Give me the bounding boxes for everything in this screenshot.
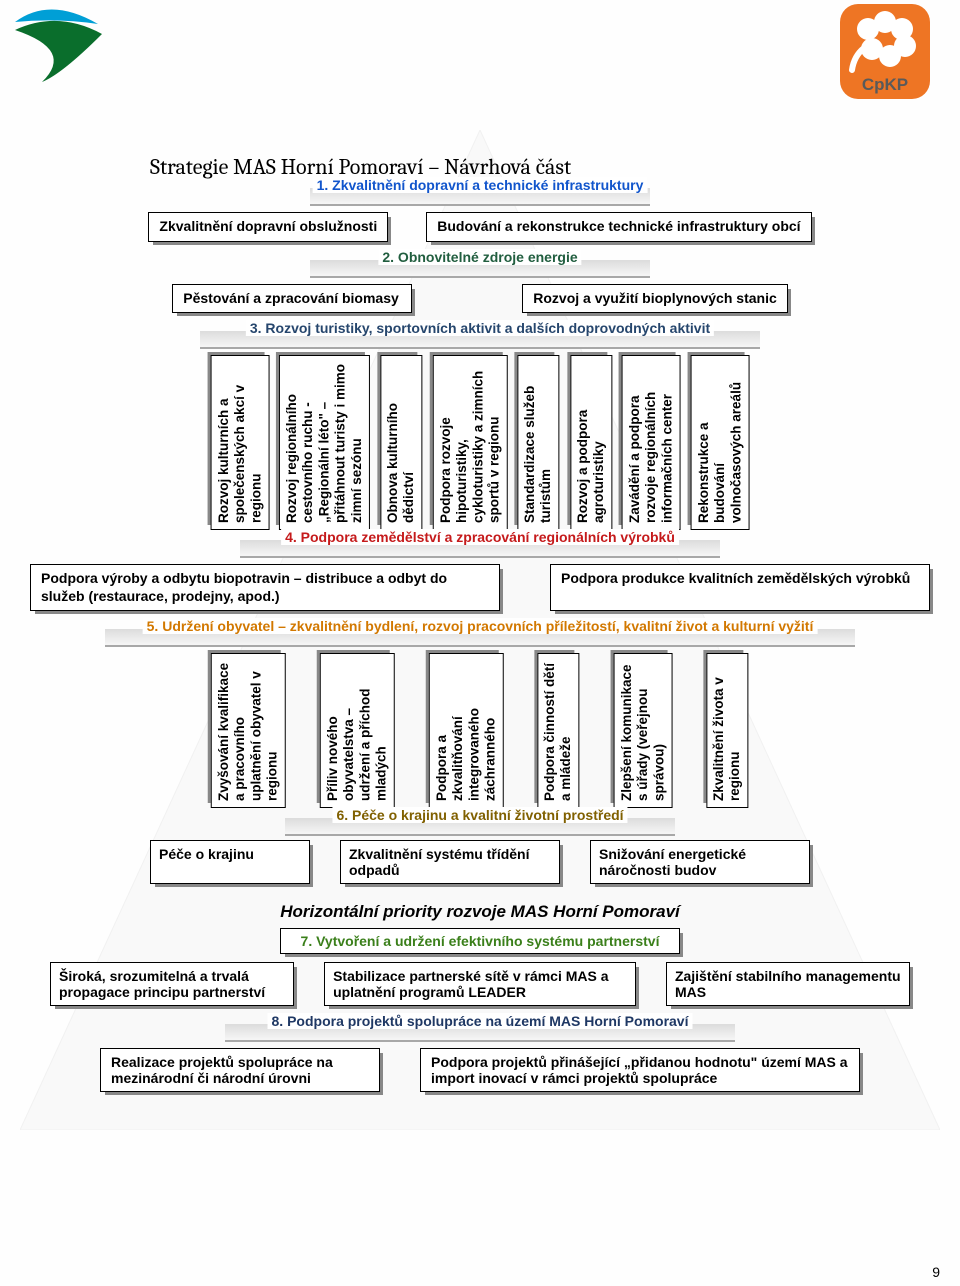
row-3: Rozvoj kulturních a společenských akcí v… [40, 355, 920, 530]
box-1-right: Budování a rekonstrukce technické infras… [426, 212, 811, 242]
box-6-0: Péče o krajinu [150, 840, 310, 884]
heading-4: 4. Podpora zemědělství a zpracování regi… [281, 529, 679, 545]
box-8-right: Podpora projektů přinášející „přidanou h… [420, 1048, 860, 1092]
box-7-2: Zajištění stabilního managementu MAS [666, 962, 910, 1006]
vbox-5-1: Příliv nového obyvatelstva – udržení a p… [320, 653, 395, 808]
row-6: Péče o krajinu Zkvalitnění systému třídě… [40, 840, 920, 884]
row-8: Realizace projektů spolupráce na mezinár… [100, 1048, 860, 1092]
box-6-2: Snižování energetické náročnosti budov [590, 840, 810, 884]
box-1-left: Zkvalitnění dopravní obslužnosti [148, 212, 388, 242]
page-number: 9 [932, 1264, 940, 1280]
heading-7: 7. Vytvoření a udržení efektivního systé… [280, 928, 681, 954]
vbox-5-5: Zkvalitnění života v regionu [706, 653, 748, 808]
section-bar-1: 1. Zkvalitnění dopravní a technické infr… [310, 188, 650, 206]
section-bar-2: 2. Obnovitelné zdroje energie [310, 260, 650, 278]
vbox-3-7: Rekonstrukce a budování volnočasových ar… [691, 355, 750, 530]
horizontal-title: Horizontální priority rozvoje MAS Horní … [0, 902, 960, 922]
vbox-3-1: Rozvoj regionálního cestovního ruchu - „… [279, 355, 370, 530]
box-4-right: Podpora produkce kvalitních zemědělských… [550, 564, 930, 611]
heading-3: 3. Rozvoj turistiky, sportovních aktivit… [246, 320, 714, 336]
logo-right-label: CpKP [862, 75, 908, 94]
vbox-5-0: Zvyšování kvalifikace a pracovního uplat… [211, 653, 286, 808]
heading-8: 8. Podpora projektů spolupráce na území … [268, 1013, 693, 1029]
box-7-1: Stabilizace partnerské sítě v rámci MAS … [324, 962, 636, 1006]
heading-5: 5. Udržení obyvatel – zkvalitnění bydlen… [143, 618, 818, 634]
vbox-3-3: Podpora rozvoje hipoturistiky, cykloturi… [433, 355, 508, 530]
section-bar-6: 6. Péče o krajinu a kvalitní životní pro… [285, 818, 675, 836]
box-2-right: Rozvoj a využití bioplynových stanic [522, 284, 788, 314]
heading-6: 6. Péče o krajinu a kvalitní životní pro… [332, 807, 627, 823]
box-4-left: Podpora výroby a odbytu biopotravin – di… [30, 564, 500, 611]
heading-1: 1. Zkvalitnění dopravní a technické infr… [313, 177, 648, 193]
vbox-3-2: Obnova kulturního dědictví [380, 355, 422, 530]
vbox-3-5: Rozvoj a podpora agroturistiky [570, 355, 612, 530]
box-8-left: Realizace projektů spolupráce na mezinár… [100, 1048, 380, 1092]
box-7-0: Široká, srozumitelná a trvalá propagace … [50, 962, 294, 1006]
box-6-1: Zkvalitnění systému třídění odpadů [340, 840, 560, 884]
row-5: Zvyšování kvalifikace a pracovního uplat… [40, 653, 920, 808]
vbox-3-6: Zavádění a podpora rozvoje regionálních … [622, 355, 681, 530]
vbox-5-3: Podpora činností dětí a mládeže [537, 653, 579, 808]
box-2-left: Pěstování a zpracování biomasy [172, 284, 412, 314]
row-7: Široká, srozumitelná a trvalá propagace … [50, 962, 910, 1006]
section-bar-3: 3. Rozvoj turistiky, sportovních aktivit… [200, 331, 760, 349]
vbox-5-4: Zlepšení komunikace s úřady (veřejnou sp… [614, 653, 673, 808]
section-bar-4: 4. Podpora zemědělství a zpracování regi… [240, 540, 720, 558]
logo-right: CpKP [840, 4, 930, 99]
section-bar-8: 8. Podpora projektů spolupráce na území … [225, 1024, 735, 1042]
vbox-3-4: Standardizace služeb turistům [517, 355, 559, 530]
vbox-3-0: Rozvoj kulturních a společenských akcí v… [211, 355, 270, 530]
heading-2: 2. Obnovitelné zdroje energie [378, 249, 581, 265]
vbox-5-2: Podpora a zkvalitňování integrovaného zá… [429, 653, 504, 808]
section-bar-5: 5. Udržení obyvatel – zkvalitnění bydlen… [105, 629, 855, 647]
logo-left [10, 4, 105, 84]
